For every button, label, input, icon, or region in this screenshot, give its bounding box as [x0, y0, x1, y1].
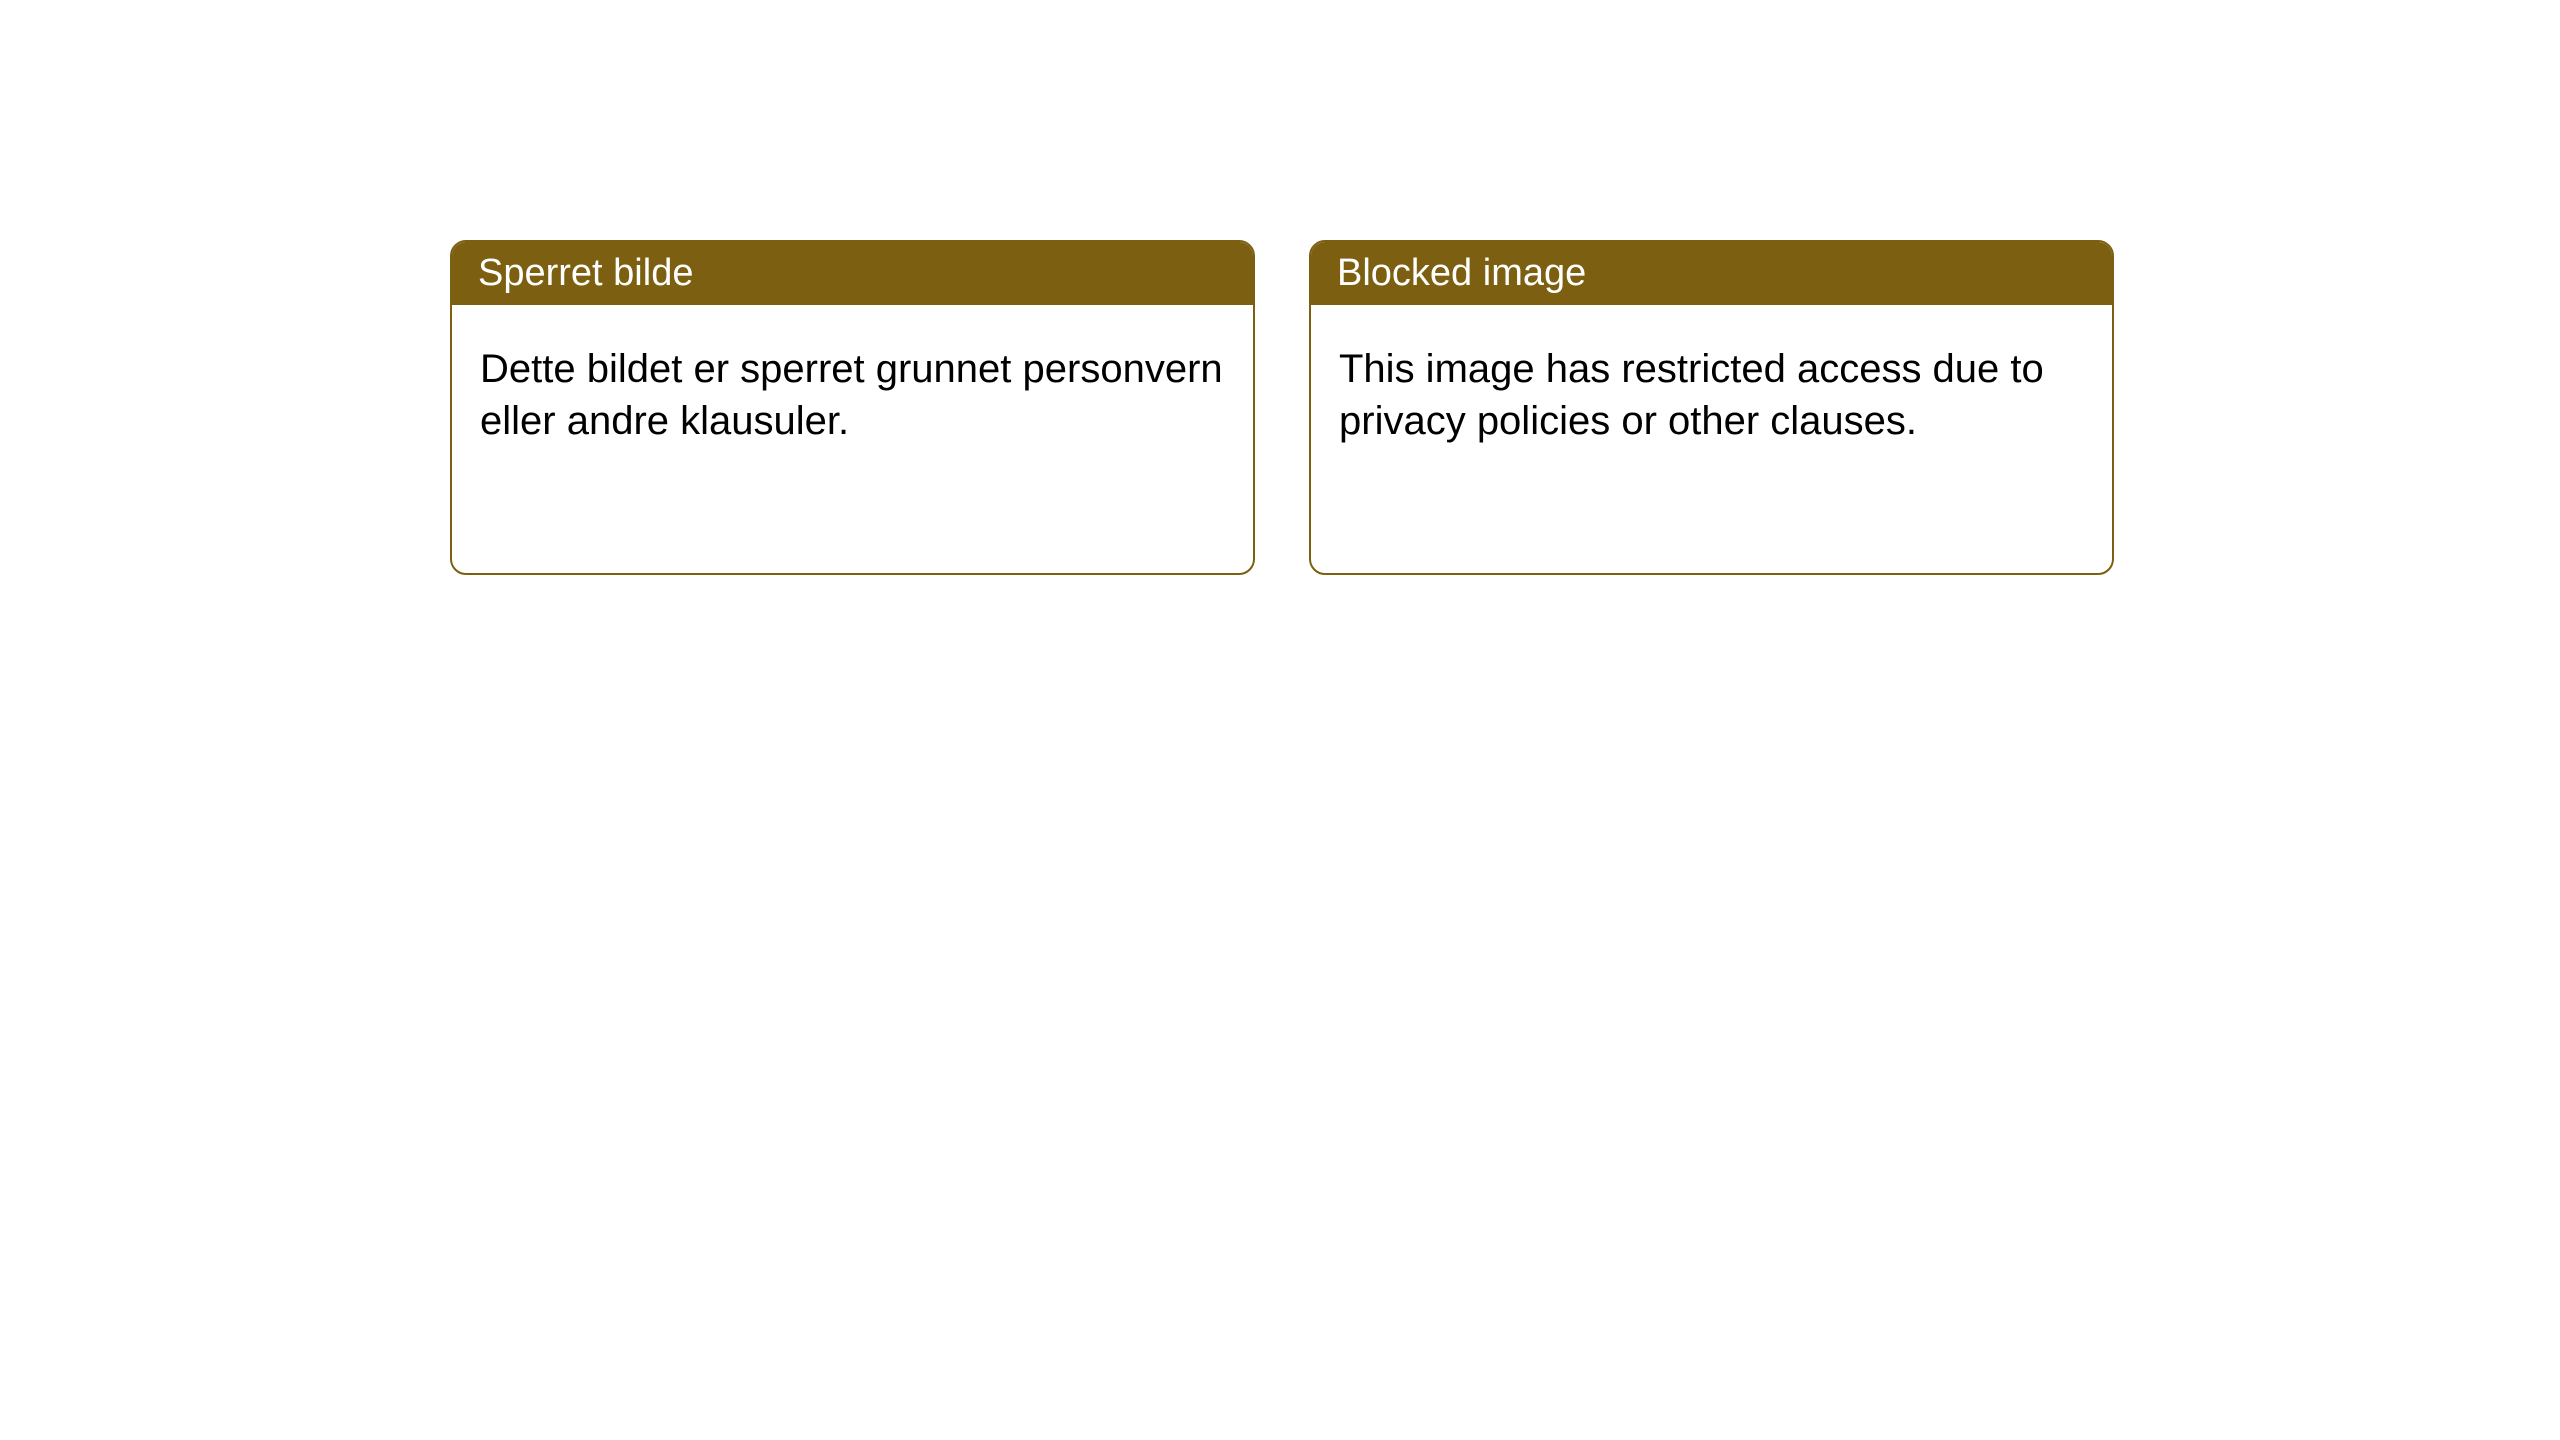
card-text-english: This image has restricted access due to …: [1339, 347, 2044, 443]
card-header-norwegian: Sperret bilde: [452, 242, 1253, 305]
card-header-english: Blocked image: [1311, 242, 2112, 305]
card-title-norwegian: Sperret bilde: [478, 252, 693, 294]
card-body-norwegian: Dette bildet er sperret grunnet personve…: [452, 305, 1253, 485]
card-body-english: This image has restricted access due to …: [1311, 305, 2112, 485]
card-english: Blocked image This image has restricted …: [1309, 240, 2114, 575]
card-title-english: Blocked image: [1337, 252, 1586, 294]
cards-container: Sperret bilde Dette bildet er sperret gr…: [450, 240, 2560, 575]
card-norwegian: Sperret bilde Dette bildet er sperret gr…: [450, 240, 1255, 575]
card-text-norwegian: Dette bildet er sperret grunnet personve…: [480, 347, 1223, 443]
